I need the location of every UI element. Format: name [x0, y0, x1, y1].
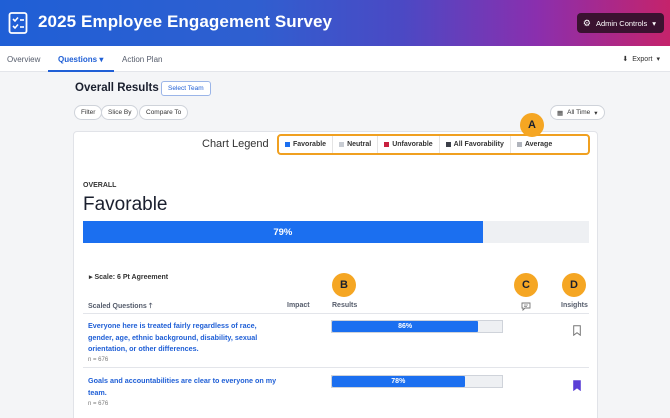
calendar-icon: ▦ [557, 109, 564, 117]
admin-controls-label: Admin Controls [595, 18, 648, 28]
legend-item-label: Favorable [293, 141, 327, 148]
overall-label: OVERALL [83, 182, 117, 189]
chart-legend-label: Chart Legend [202, 138, 269, 150]
app-header: 2025 Employee Engagement Survey ⚙ Admin … [0, 0, 670, 46]
results-card [73, 131, 598, 418]
filter-button[interactable]: Filter [74, 105, 103, 120]
callout-marker-d: D [562, 273, 586, 297]
sort-arrow-up-icon: 🡑 [148, 303, 153, 310]
chart-legend: Favorable Neutral Unfavorable All Favora… [277, 134, 590, 155]
chevron-down-icon: ▾ [656, 56, 660, 63]
legend-item-favorable: Favorable [279, 136, 334, 153]
column-header-questions[interactable]: Scaled Questions 🡑 [88, 302, 152, 313]
question-result-bar: 78% [331, 375, 503, 388]
bookmark-filled-icon[interactable] [573, 380, 581, 391]
comment-icon[interactable] [521, 302, 531, 311]
select-team-button[interactable]: Select Team [161, 81, 211, 96]
question-link[interactable]: Everyone here is treated fairly regardle… [88, 321, 258, 353]
section-title: Overall Results [75, 82, 159, 94]
export-button[interactable]: ⬇ Export ▾ [622, 55, 660, 64]
legend-item-neutral: Neutral [333, 136, 379, 153]
question-result-fill: 86% [332, 321, 479, 332]
caret-right-icon: ▸ [89, 274, 95, 281]
question-result-bar: 86% [331, 320, 503, 333]
legend-swatch [339, 142, 345, 147]
overall-favorable-fill: 79% [83, 221, 483, 243]
active-tab-indicator [48, 70, 114, 72]
legend-item-label: Average [524, 141, 553, 148]
column-header-insights: Insights [561, 302, 588, 309]
column-header-results: Results [332, 302, 358, 309]
callout-marker-a: A [520, 113, 544, 137]
tab-overview[interactable]: Overview [7, 55, 41, 64]
legend-item-label: All Favorability [453, 141, 504, 148]
callout-marker-c: C [514, 273, 538, 297]
legend-swatch [285, 142, 290, 147]
scale-toggle[interactable]: ▸ Scale: 6 Pt Agreement [89, 273, 168, 281]
tab-questions[interactable]: Questions ▾ [58, 55, 103, 64]
question-result-value: 86% [398, 323, 413, 330]
chevron-down-icon: ▾ [652, 18, 656, 28]
question-result-fill: 78% [332, 376, 465, 387]
time-filter-dropdown[interactable]: ▦ All Time ▾ [550, 105, 605, 120]
legend-swatch [384, 142, 390, 147]
overall-metric-name: Favorable [83, 194, 168, 215]
legend-item-all-favorability: All Favorability [440, 136, 511, 153]
legend-swatch [445, 142, 451, 147]
tab-bar: Overview Questions ▾ Action Plan ⬇ Expor… [0, 46, 670, 72]
chevron-down-icon: ▾ [594, 109, 598, 117]
row-divider [83, 367, 589, 368]
slice-by-button[interactable]: Slice By [101, 105, 139, 120]
page-title: 2025 Employee Engagement Survey [38, 12, 333, 31]
legend-item-label: Neutral [347, 141, 372, 148]
table-header-divider [83, 313, 589, 314]
compare-to-button[interactable]: Compare To [139, 105, 189, 120]
export-label: Export [632, 55, 653, 63]
legend-item-label: Unfavorable [392, 141, 433, 148]
gear-icon: ⚙ [582, 17, 591, 28]
question-result-value: 78% [391, 378, 406, 385]
legend-item-unfavorable: Unfavorable [378, 136, 440, 153]
admin-controls-button[interactable]: ⚙ Admin Controls ▾ [576, 13, 664, 33]
checklist-icon [8, 12, 28, 34]
tab-questions-label: Questions [58, 55, 98, 64]
question-link[interactable]: Goals and accountabilities are clear to … [88, 376, 277, 397]
callout-marker-b: B [332, 273, 356, 297]
response-count: n = 676 [88, 401, 109, 407]
overall-favorable-value: 79% [273, 226, 293, 238]
bookmark-icon[interactable] [573, 325, 581, 336]
column-header-label: Scaled Questions [88, 303, 147, 310]
tab-action-plan[interactable]: Action Plan [122, 55, 163, 64]
scale-label: Scale: 6 Pt Agreement [94, 274, 169, 281]
response-count: n = 676 [88, 357, 109, 363]
column-header-impact: Impact [287, 302, 310, 309]
chevron-down-icon: ▾ [99, 55, 104, 64]
download-icon: ⬇ [622, 56, 629, 63]
legend-item-average: Average [511, 136, 558, 153]
time-filter-label: All Time [567, 109, 591, 116]
overall-favorable-bar: 79% [83, 221, 589, 243]
legend-swatch [516, 142, 522, 147]
